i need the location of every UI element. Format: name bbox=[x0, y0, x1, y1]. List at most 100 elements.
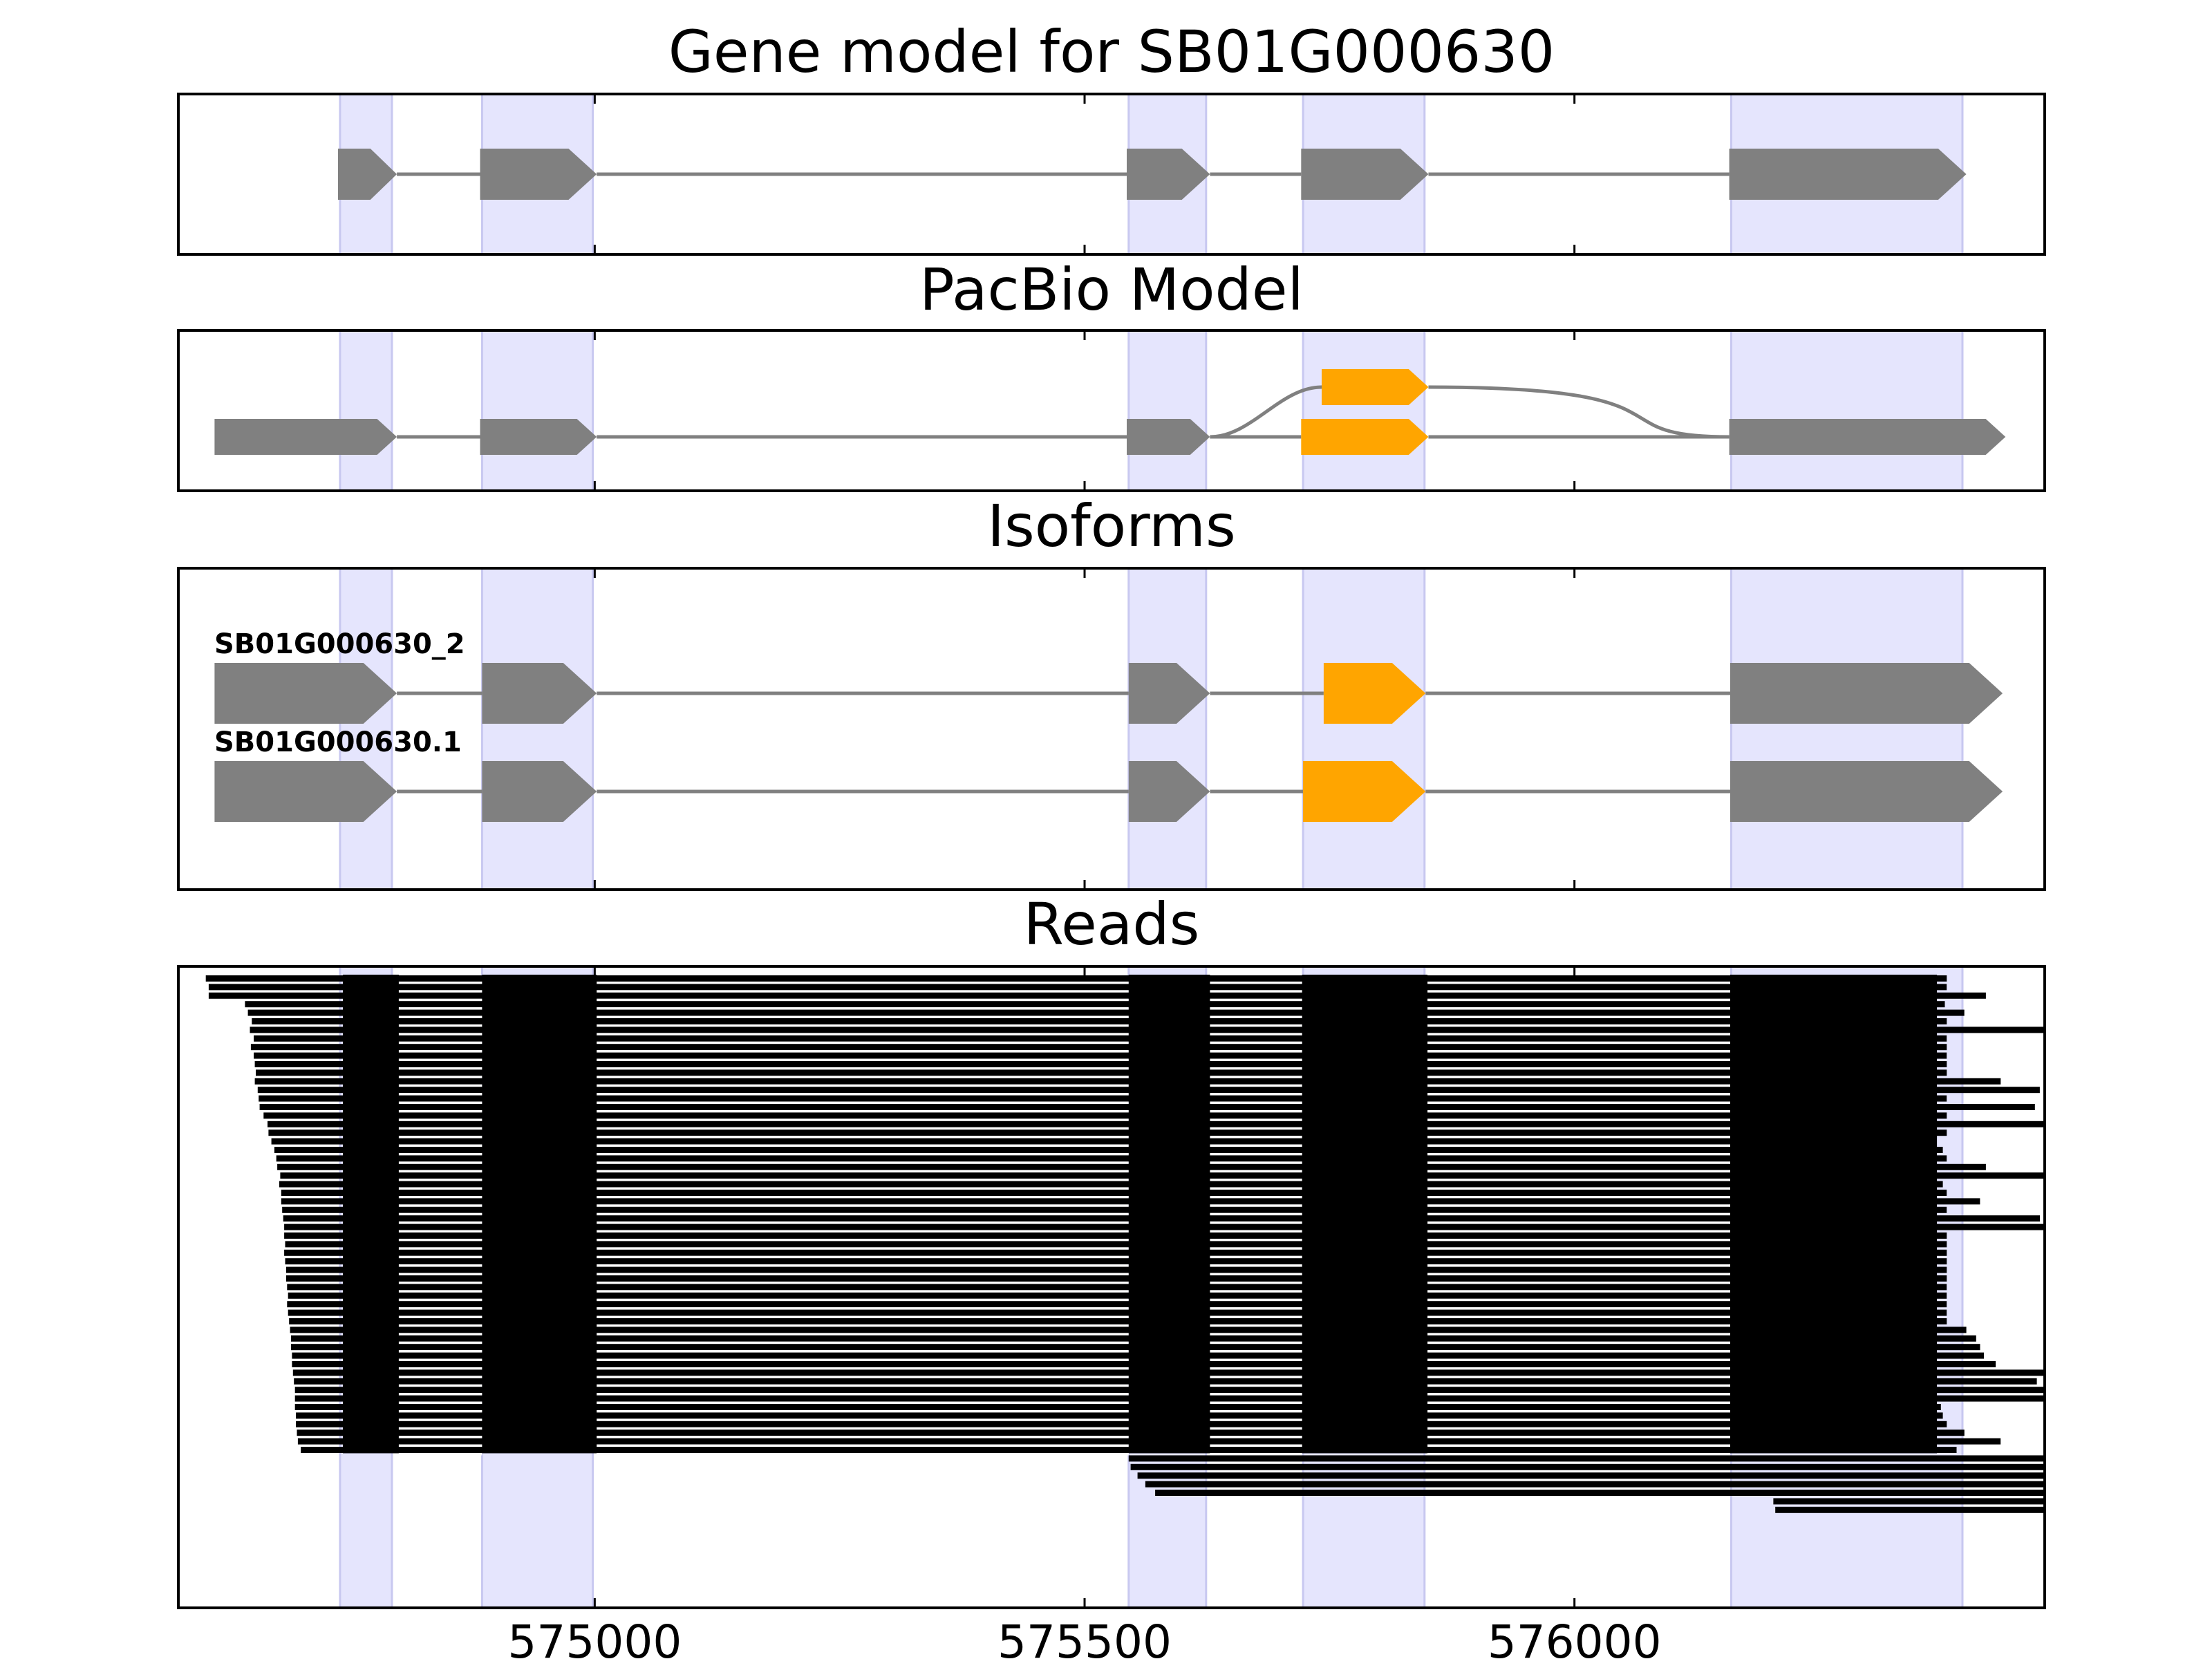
read-gap bbox=[1427, 1136, 1731, 1138]
read-bar-partial bbox=[1155, 1490, 2045, 1496]
read-gap bbox=[1427, 1427, 1731, 1430]
read-gap bbox=[597, 1007, 1129, 1010]
read-bar bbox=[263, 1112, 1947, 1119]
read-gap bbox=[597, 1187, 1129, 1190]
read-gap bbox=[1210, 1307, 1302, 1310]
read-row bbox=[252, 1018, 1947, 1027]
axes-frame-gene-model bbox=[177, 93, 2046, 256]
read-gap bbox=[1427, 1324, 1731, 1327]
read-gap bbox=[597, 1298, 1129, 1302]
read-gap bbox=[597, 1290, 1129, 1293]
read-gap bbox=[1210, 1264, 1302, 1267]
read-gap bbox=[398, 1418, 482, 1421]
read-gap bbox=[1210, 1401, 1302, 1404]
read-gap bbox=[1210, 1418, 1302, 1421]
read-gap bbox=[398, 1204, 482, 1207]
read-gap bbox=[1427, 1084, 1731, 1087]
read-gap bbox=[597, 1315, 1129, 1318]
read-gap bbox=[1210, 1255, 1302, 1259]
read-gap bbox=[1210, 1033, 1302, 1035]
read-gap bbox=[398, 1341, 482, 1344]
read-gap bbox=[398, 1324, 482, 1327]
read-gap bbox=[597, 1324, 1129, 1327]
read-gap bbox=[398, 1050, 482, 1053]
read-gap bbox=[597, 1144, 1129, 1147]
read-gap bbox=[1427, 1033, 1731, 1035]
read-row bbox=[208, 984, 1947, 993]
read-bar bbox=[288, 1309, 1947, 1316]
read-gap bbox=[597, 1041, 1129, 1044]
transcript-row-pacbio-model-0 bbox=[214, 419, 2006, 455]
read-gap bbox=[1210, 1179, 1302, 1181]
read-gap bbox=[597, 1093, 1129, 1096]
read-gap bbox=[398, 1118, 482, 1121]
read-gap bbox=[1427, 1221, 1731, 1224]
read-gap bbox=[597, 1384, 1129, 1387]
exon-block bbox=[1729, 419, 2006, 455]
read-gap bbox=[1427, 1453, 1731, 1456]
read-gap bbox=[1427, 1298, 1731, 1302]
read-bar bbox=[282, 1206, 1947, 1213]
read-gap bbox=[1210, 1315, 1302, 1318]
read-gap bbox=[398, 1436, 482, 1438]
read-gap bbox=[1427, 1350, 1731, 1353]
read-bar-partial bbox=[1775, 1506, 2045, 1513]
read-gap bbox=[398, 1273, 482, 1275]
read-gap bbox=[398, 1255, 482, 1259]
read-gap bbox=[1427, 1041, 1731, 1044]
read-exon-column bbox=[1302, 975, 1428, 1454]
read-gap bbox=[597, 1453, 1129, 1456]
alt-junction-curve-out bbox=[1428, 385, 1730, 439]
read-bar-partial bbox=[1773, 1498, 2045, 1505]
axes-frame-reads bbox=[177, 965, 2046, 1609]
read-gap bbox=[1210, 1204, 1302, 1207]
read-gap bbox=[1427, 1436, 1731, 1438]
read-gap bbox=[1210, 1144, 1302, 1147]
read-gap bbox=[1427, 1290, 1731, 1293]
read-gap bbox=[597, 1067, 1129, 1070]
read-exon-column bbox=[1128, 975, 1210, 1454]
read-gap bbox=[398, 1444, 482, 1447]
read-gap bbox=[398, 1221, 482, 1224]
read-gap bbox=[597, 1436, 1129, 1438]
exon-block bbox=[482, 761, 597, 822]
read-bar bbox=[290, 1327, 1967, 1333]
exon-block bbox=[1730, 761, 2003, 822]
read-row bbox=[284, 1249, 1947, 1259]
read-gap bbox=[1427, 1170, 1731, 1173]
read-gap bbox=[1427, 1127, 1731, 1130]
read-gap bbox=[1210, 1050, 1302, 1053]
read-gap bbox=[1427, 990, 1731, 993]
read-gap bbox=[398, 1101, 482, 1104]
read-row bbox=[290, 1327, 1967, 1335]
highlight-band-isoforms-1 bbox=[480, 567, 594, 891]
read-gap bbox=[398, 1058, 482, 1061]
read-bar bbox=[254, 1035, 1947, 1042]
read-gap bbox=[1210, 1350, 1302, 1353]
exon-block bbox=[1127, 419, 1210, 455]
read-gap bbox=[398, 1153, 482, 1156]
exon-block bbox=[1128, 663, 1210, 724]
read-gap bbox=[398, 1393, 482, 1396]
read-gap bbox=[398, 1144, 482, 1147]
read-bar bbox=[274, 1147, 1943, 1153]
read-exon-column bbox=[1730, 975, 1938, 1454]
exon-block bbox=[1729, 149, 1967, 200]
read-gap bbox=[1210, 982, 1302, 984]
read-gap bbox=[1427, 1196, 1731, 1199]
panel-title-reads: Reads bbox=[1024, 890, 1200, 958]
read-gap bbox=[1427, 1067, 1731, 1070]
read-gap bbox=[1210, 1333, 1302, 1335]
read-row bbox=[254, 1035, 1947, 1044]
exon-block bbox=[338, 149, 397, 200]
read-gap bbox=[1210, 1427, 1302, 1430]
read-gap bbox=[1210, 1444, 1302, 1447]
read-gap bbox=[597, 1401, 1129, 1404]
read-gap bbox=[398, 990, 482, 993]
isoform-label: SB01G000630_2 bbox=[214, 628, 465, 660]
read-gap bbox=[398, 1367, 482, 1370]
read-bar bbox=[254, 1078, 2001, 1085]
read-gap bbox=[398, 1076, 482, 1078]
exon-block bbox=[214, 761, 397, 822]
read-gap bbox=[398, 1041, 482, 1044]
